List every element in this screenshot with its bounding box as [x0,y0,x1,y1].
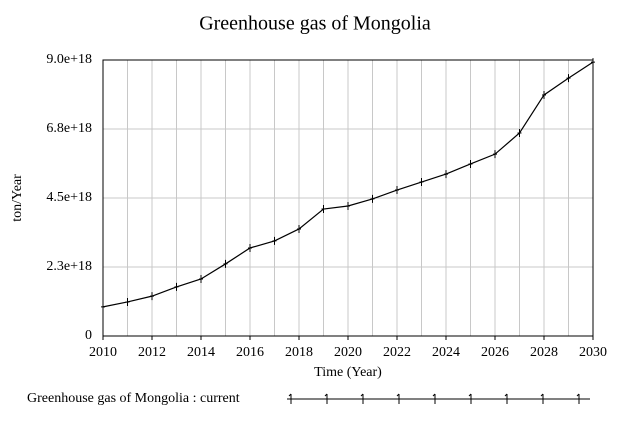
x-tick-label: 2014 [187,345,215,360]
x-tick-label: 2016 [236,345,264,360]
legend-marker [396,393,400,404]
legend-marker [576,393,580,404]
y-tick-label: 6.8e+18 [46,121,92,136]
x-tick-label: 2026 [481,345,509,360]
data-marker [517,128,522,137]
legend-label: Greenhouse gas of Mongolia : current [27,391,240,406]
legend-marker [504,393,508,404]
chart-title: Greenhouse gas of Mongolia [199,13,431,35]
data-marker [101,302,105,311]
x-tick-label: 2012 [138,345,166,360]
data-marker [566,74,571,83]
x-tick-label: 2020 [334,345,362,360]
y-tick-label: 0 [85,328,92,343]
legend-marker [468,393,472,404]
x-tick-label: 2030 [579,345,607,360]
data-marker [297,224,301,233]
data-marker [150,292,154,301]
legend-marker [360,393,364,404]
data-marker [542,90,546,99]
data-marker [419,178,424,187]
plot-frame [102,59,594,337]
legend-marker [324,393,328,404]
data-marker [223,259,228,268]
y-axis-label: ton/Year [10,174,25,222]
y-tick-label: 4.5e+18 [46,190,92,205]
x-tick-label: 2010 [89,345,117,360]
legend-marker [540,393,544,404]
data-marker [493,150,497,159]
data-marker [248,243,252,252]
x-tick-label: 2028 [530,345,558,360]
x-tick-label: 2022 [383,345,411,360]
legend-marker [288,393,292,404]
data-marker [321,205,326,214]
data-marker [174,282,179,291]
data-marker [199,274,203,283]
x-axis-label: Time (Year) [314,365,382,380]
legend-marker [432,393,436,404]
data-marker [395,186,399,195]
data-marker [272,236,277,245]
x-tick-label: 2018 [285,345,313,360]
data-marker [346,201,350,210]
data-marker [370,194,375,203]
data-marker [125,297,130,306]
data-marker [591,58,595,67]
data-marker [444,170,448,179]
y-tick-label: 9.0e+18 [46,52,92,67]
data-marker [468,159,473,168]
y-tick-label: 2.3e+18 [46,259,92,274]
x-tick-label: 2024 [432,345,460,360]
